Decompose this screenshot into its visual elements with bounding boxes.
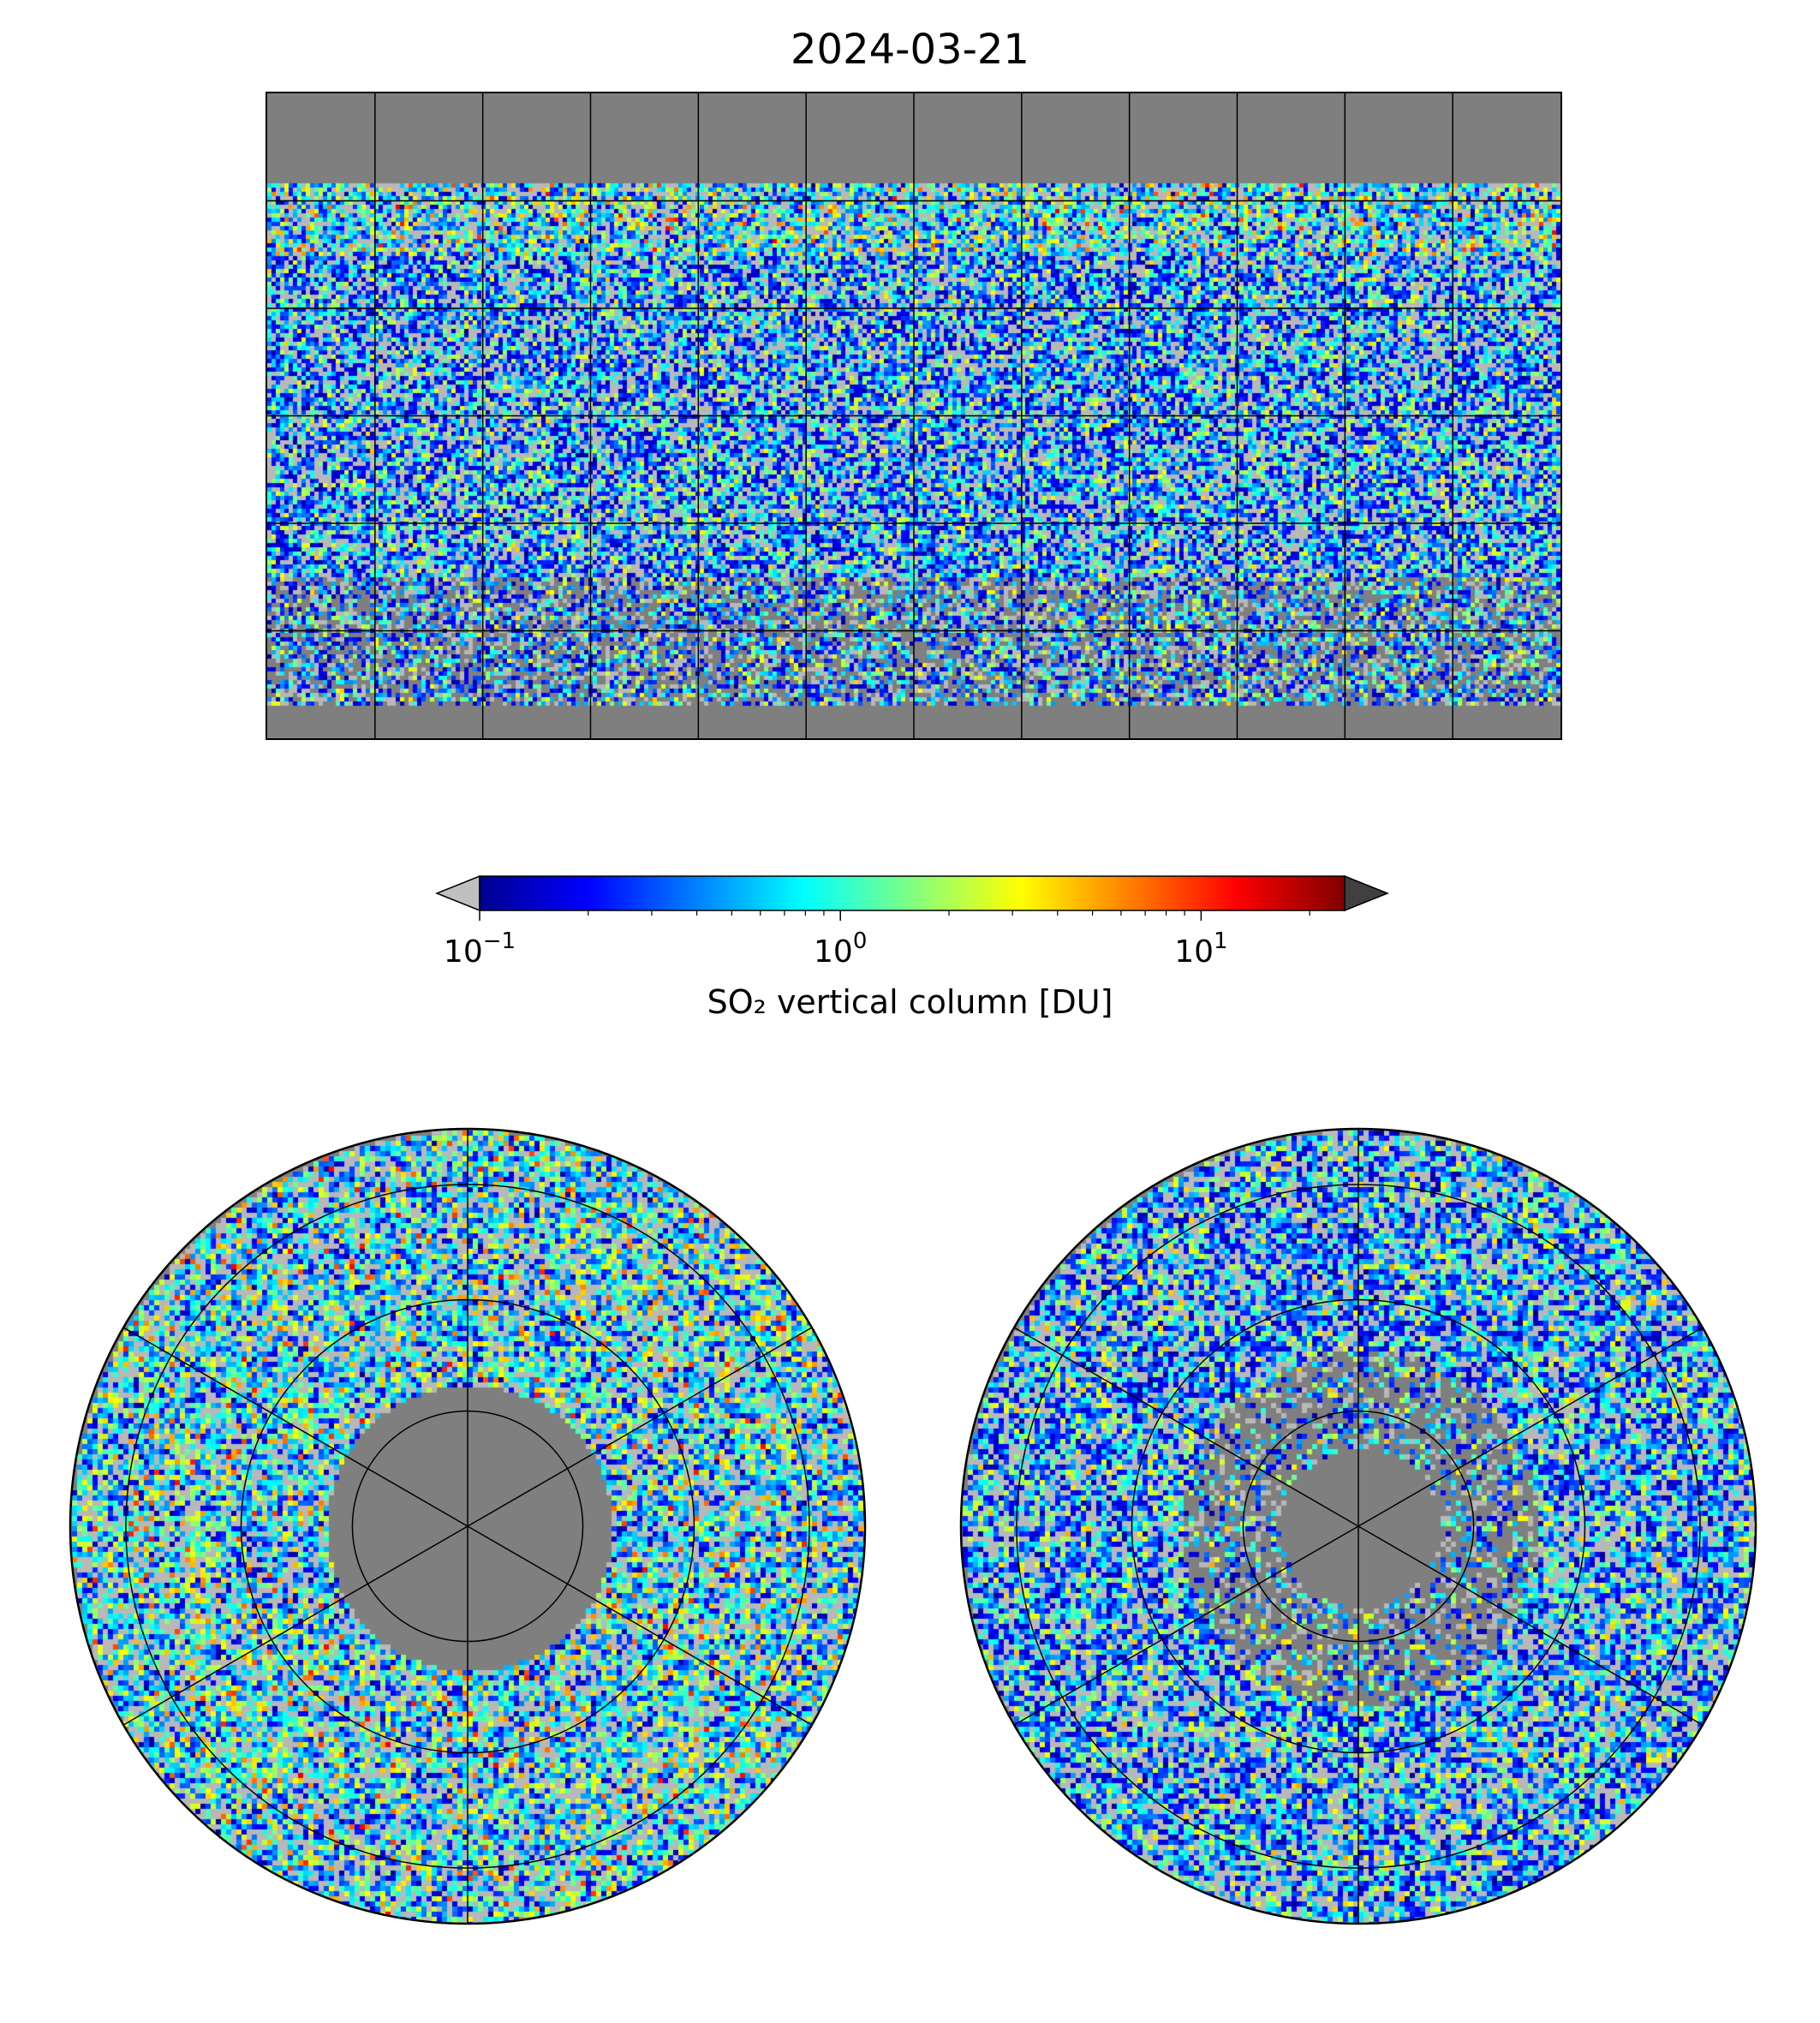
colorbar: 10−1 100 101 <box>428 872 1396 1043</box>
polar-meridian-line <box>1358 1525 1704 1726</box>
colorbar-label: SO₂ vertical column [DU] <box>707 983 1113 1021</box>
colorbar-tick-label: 100 <box>814 928 867 970</box>
north-polar-gridlines <box>69 1127 867 1925</box>
colorbar-under-extension <box>434 874 480 912</box>
south-polar-gridlines <box>959 1127 1757 1925</box>
north-polar-map <box>67 1125 868 1927</box>
polar-meridian-line <box>1358 1327 1704 1527</box>
polar-meridian-line <box>122 1327 468 1527</box>
colorbar-bar: 10−1 100 101 <box>434 874 1390 970</box>
world-gridlines <box>267 93 1560 738</box>
polar-meridian-line <box>1013 1327 1359 1527</box>
polar-meridian-line <box>467 1327 813 1527</box>
figure-title: 2024-03-21 <box>791 26 1029 74</box>
south-polar-map <box>958 1125 1759 1927</box>
colorbar-over-extension <box>1344 874 1390 912</box>
polar-meridian-line <box>1013 1525 1359 1726</box>
colorbar-gradient <box>479 875 1346 911</box>
polar-meridian-line <box>467 1525 813 1726</box>
polar-meridian-line <box>122 1525 468 1726</box>
world-map-panel <box>266 92 1562 740</box>
colorbar-tick-label: 101 <box>1174 928 1227 970</box>
colorbar-tick-label: 10−1 <box>444 928 516 970</box>
